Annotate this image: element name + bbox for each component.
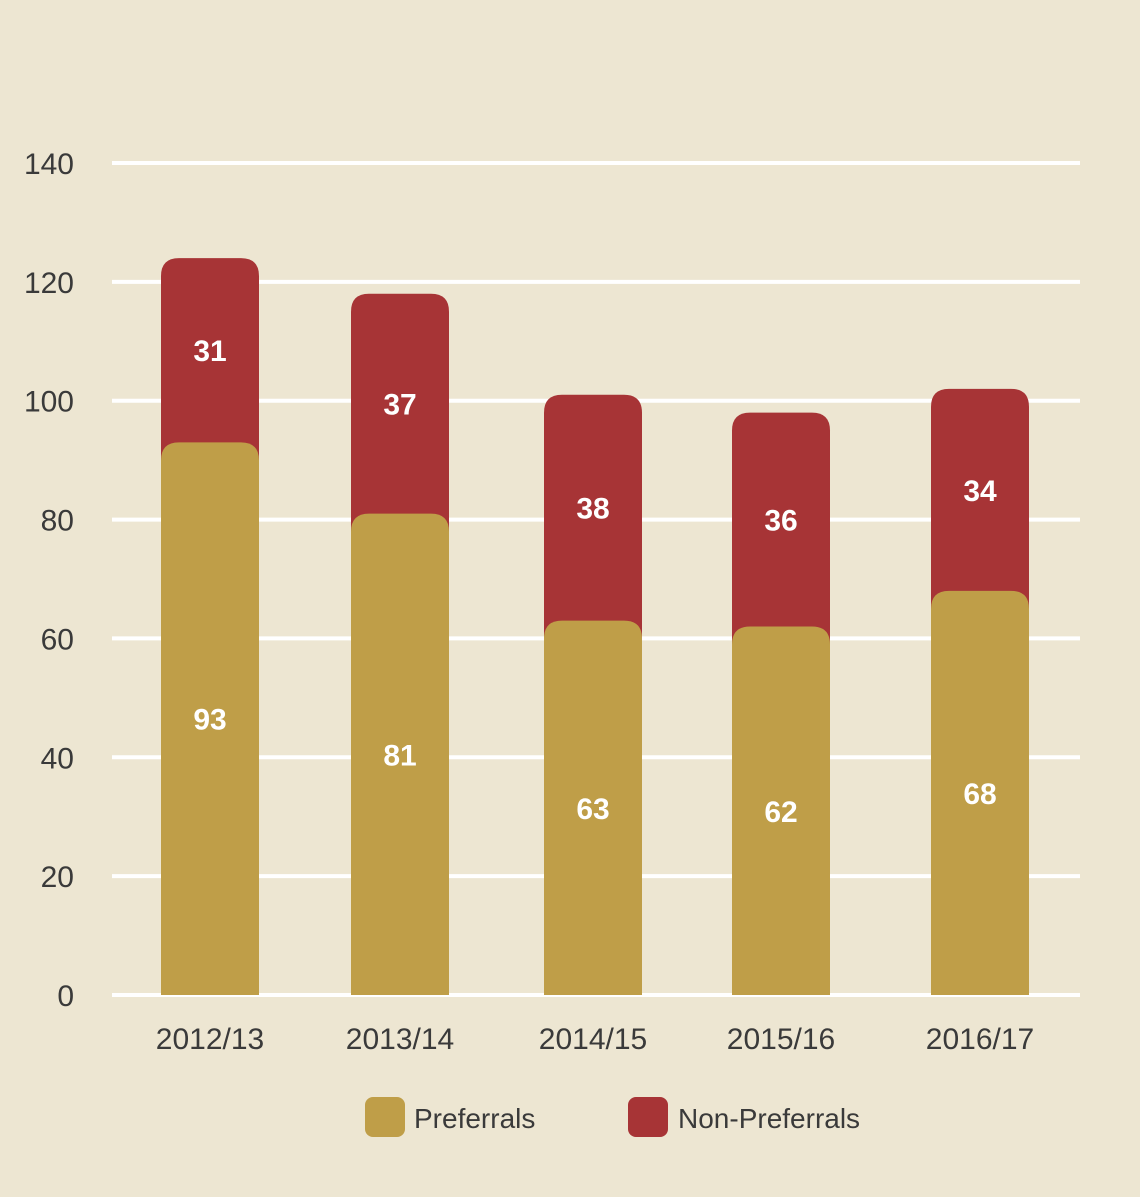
data-label-preferrals: 81 xyxy=(383,739,416,772)
legend-swatch xyxy=(628,1097,668,1137)
legend-label: Non-Preferrals xyxy=(678,1103,860,1134)
data-label-preferrals: 68 xyxy=(963,778,996,811)
y-tick-label: 100 xyxy=(24,386,74,419)
x-tick-label: 2012/13 xyxy=(156,1023,264,1056)
bars: 93 31 81 37 63 38 62 36 68 34 xyxy=(161,258,1029,996)
y-tick-label: 0 xyxy=(57,980,74,1013)
legend-swatch xyxy=(365,1097,405,1137)
x-axis-ticks: 2012/13 2013/14 2014/15 2015/16 2016/17 xyxy=(156,1023,1034,1056)
y-tick-label: 60 xyxy=(41,623,74,656)
legend-item-preferrals: Preferrals xyxy=(365,1097,535,1137)
data-label-preferrals: 62 xyxy=(764,796,797,829)
x-tick-label: 2016/17 xyxy=(926,1023,1034,1056)
data-label-non-preferrals: 37 xyxy=(383,389,416,422)
data-label-preferrals: 63 xyxy=(576,793,609,826)
y-axis-ticks: 0 20 40 60 80 100 120 140 xyxy=(24,148,74,1013)
data-label-non-preferrals: 31 xyxy=(193,335,226,368)
bar-preferrals xyxy=(732,626,830,995)
bar-preferrals xyxy=(544,620,642,995)
data-label-non-preferrals: 34 xyxy=(963,475,997,508)
y-tick-label: 120 xyxy=(24,267,74,300)
y-tick-label: 80 xyxy=(41,505,74,538)
data-label-preferrals: 93 xyxy=(193,704,226,737)
y-tick-label: 140 xyxy=(24,148,74,181)
data-label-non-preferrals: 38 xyxy=(576,493,609,526)
legend-label: Preferrals xyxy=(414,1103,535,1134)
x-tick-label: 2013/14 xyxy=(346,1023,454,1056)
x-tick-label: 2015/16 xyxy=(727,1023,835,1056)
y-tick-label: 40 xyxy=(41,742,74,775)
legend: Preferrals Non-Preferrals xyxy=(365,1097,860,1137)
data-label-non-preferrals: 36 xyxy=(764,505,797,538)
bar-preferrals xyxy=(161,442,259,995)
bar-preferrals xyxy=(351,513,449,995)
bar-preferrals xyxy=(931,590,1029,995)
legend-item-non-preferrals: Non-Preferrals xyxy=(628,1097,860,1137)
x-tick-label: 2014/15 xyxy=(539,1023,647,1056)
y-tick-label: 20 xyxy=(41,861,74,894)
